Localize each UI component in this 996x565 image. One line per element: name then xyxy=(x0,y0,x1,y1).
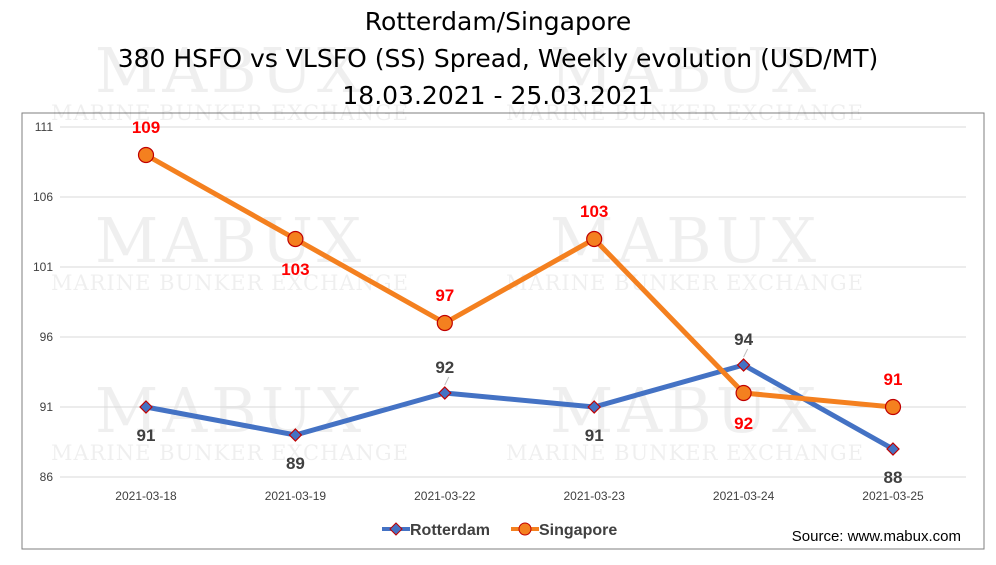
y-axis-ticks: 111 106 101 96 91 86 xyxy=(33,120,53,484)
label-leader xyxy=(444,376,450,386)
watermark-tagline: MARINE BUNKER EXCHANGE xyxy=(51,271,409,295)
data-label-rotterdam: 91 xyxy=(585,426,604,445)
y-tick-label: 96 xyxy=(40,330,54,344)
watermark-tagline: MARINE BUNKER EXCHANGE xyxy=(51,101,409,125)
series-line-singapore xyxy=(143,152,896,410)
chart-title: Rotterdam/Singapore 380 HSFO vs VLSFO (S… xyxy=(118,7,879,110)
title-line-3: 18.03.2021 - 25.03.2021 xyxy=(342,81,653,110)
x-tick-label: 2021-03-19 xyxy=(265,489,327,503)
marker-singapore xyxy=(287,230,304,248)
legend-marker xyxy=(518,522,532,536)
data-label-singapore: 92 xyxy=(734,414,753,433)
x-axis-ticks: 2021-03-18 2021-03-19 2021-03-22 2021-03-23… xyxy=(115,489,924,503)
data-label-rotterdam: 94 xyxy=(734,330,753,349)
x-tick-label: 2021-03-24 xyxy=(713,489,775,503)
watermark-logo: MABUX xyxy=(95,34,365,107)
x-tick-label: 2021-03-23 xyxy=(564,489,626,503)
marker-singapore xyxy=(436,314,453,332)
watermark-logo: MABUX xyxy=(95,204,365,277)
marker-rotterdam xyxy=(736,358,751,372)
watermark-tagline: MARINE BUNKER EXCHANGE xyxy=(506,271,864,295)
data-label-singapore: 91 xyxy=(884,370,903,389)
series-lines xyxy=(137,146,902,456)
data-label-rotterdam: 91 xyxy=(137,426,156,445)
data-label-rotterdam: 88 xyxy=(884,468,903,487)
watermark-logo: MABUX xyxy=(550,34,820,107)
x-tick-label: 2021-03-18 xyxy=(115,489,177,503)
legend: Rotterdam Singapore xyxy=(382,522,617,539)
legend-item-singapore: Singapore xyxy=(511,522,617,539)
marker-rotterdam xyxy=(288,428,303,442)
watermark-tagline: MARINE BUNKER EXCHANGE xyxy=(51,441,409,465)
watermark-tagline: MARINE BUNKER EXCHANGE xyxy=(506,441,864,465)
y-tick-label: 101 xyxy=(33,260,53,274)
y-tick-label: 106 xyxy=(33,190,53,204)
legend-label: Rotterdam xyxy=(410,522,490,539)
marker-rotterdam xyxy=(437,386,452,400)
legend-label: Singapore xyxy=(539,522,617,539)
data-labels: 91 89 92 91 94 88 109 103 97 103 92 91 xyxy=(132,118,903,487)
title-line-1: Rotterdam/Singapore xyxy=(365,7,631,36)
y-tick-label: 91 xyxy=(40,400,54,414)
watermark-logo: MABUX xyxy=(95,374,365,447)
marker-rotterdam xyxy=(139,400,153,414)
marker-singapore xyxy=(586,230,603,248)
marker-singapore xyxy=(137,146,155,164)
legend-item-rotterdam: Rotterdam xyxy=(382,522,490,539)
data-label-rotterdam: 92 xyxy=(435,358,454,377)
data-label-singapore: 109 xyxy=(132,118,160,137)
data-label-singapore: 103 xyxy=(580,202,608,221)
x-tick-label: 2021-03-22 xyxy=(414,489,476,503)
watermark-tagline: MARINE BUNKER EXCHANGE xyxy=(506,101,864,125)
data-label-rotterdam: 89 xyxy=(286,454,305,473)
chart-frame xyxy=(21,112,985,550)
x-tick-label: 2021-03-25 xyxy=(862,489,924,503)
marker-singapore xyxy=(735,384,752,402)
marker-singapore xyxy=(884,398,902,416)
series-line-rotterdam xyxy=(143,362,896,452)
marker-rotterdam xyxy=(587,400,602,414)
legend-marker xyxy=(389,522,403,536)
source-note: Source: www.mabux.com xyxy=(792,528,961,545)
label-leader xyxy=(743,348,749,358)
data-label-singapore: 97 xyxy=(435,286,454,305)
y-tick-label: 111 xyxy=(35,120,54,134)
title-line-2: 380 HSFO vs VLSFO (SS) Spread, Weekly ev… xyxy=(118,44,879,73)
marker-rotterdam xyxy=(886,442,900,456)
y-tick-label: 86 xyxy=(40,470,54,484)
data-label-singapore: 103 xyxy=(281,260,309,279)
